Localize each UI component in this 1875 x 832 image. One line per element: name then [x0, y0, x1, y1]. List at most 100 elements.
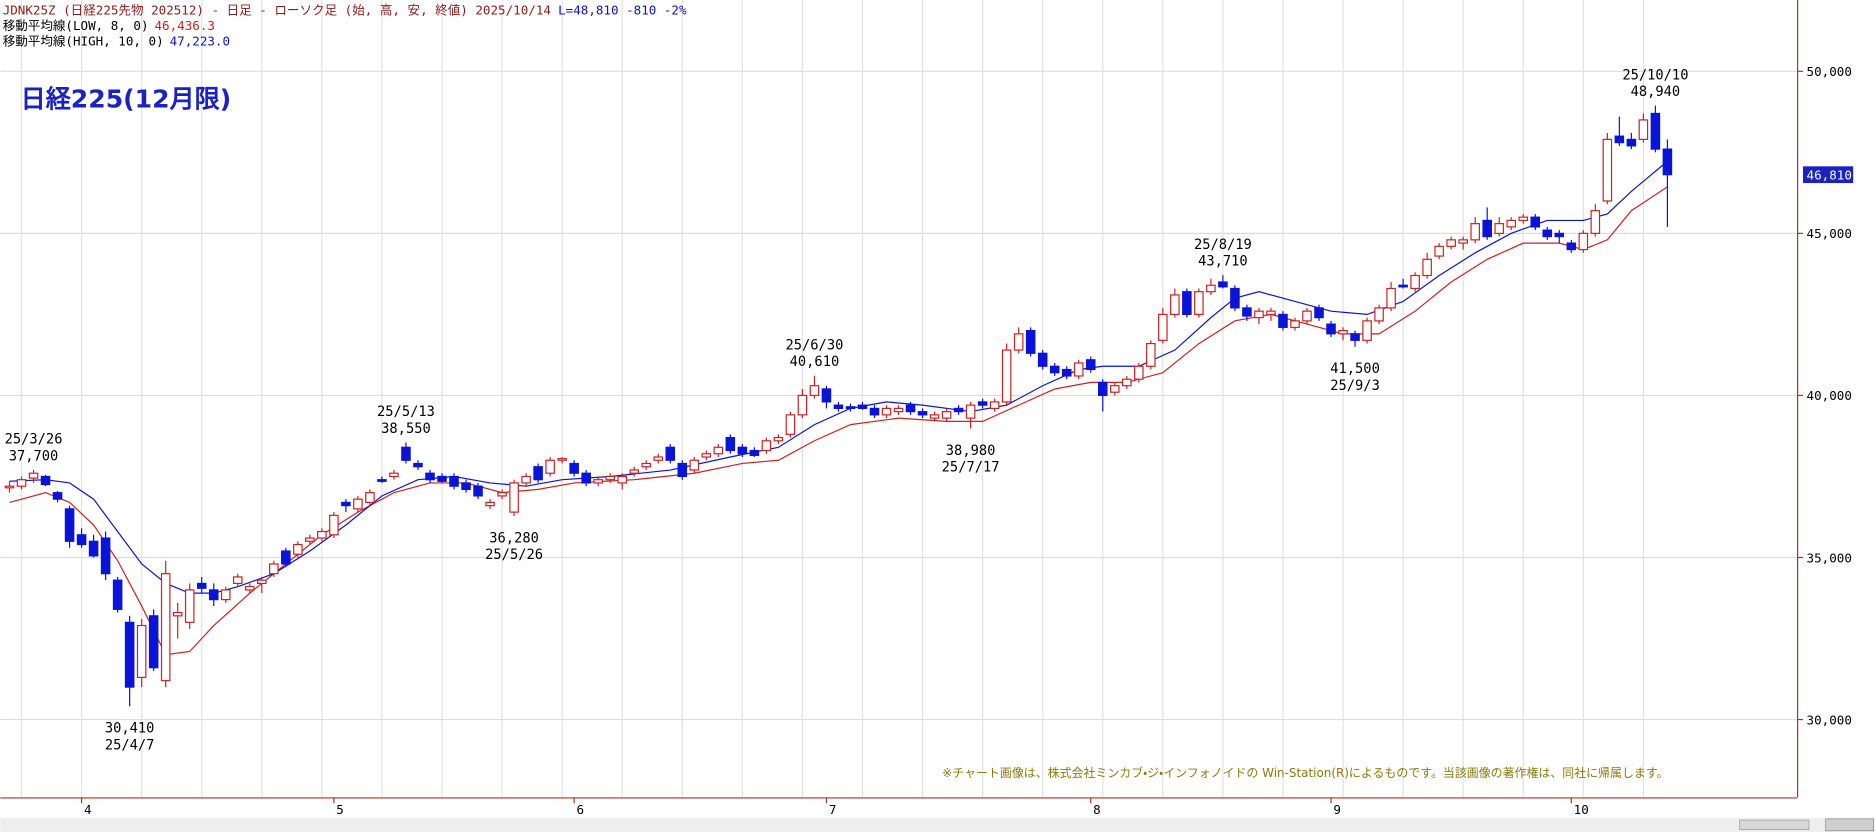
candle-body — [917, 411, 928, 416]
candle-body — [148, 615, 159, 669]
candle-body — [797, 394, 808, 416]
candle-body — [1422, 258, 1432, 277]
candle-body — [184, 589, 195, 623]
chart-title: 日経225(12月限) — [21, 85, 232, 114]
candle-body — [1638, 119, 1649, 140]
candle-body — [893, 407, 904, 413]
candle-body — [1374, 307, 1384, 322]
scroll-thumb[interactable] — [1739, 819, 1810, 830]
candle-body — [1494, 223, 1505, 234]
candle-body — [1482, 219, 1492, 238]
candle-body — [64, 508, 75, 542]
candle-body — [845, 406, 856, 409]
candle-body — [773, 436, 784, 442]
candle-body — [617, 475, 627, 484]
candle-body — [1554, 232, 1565, 238]
candle-body — [1590, 210, 1601, 234]
candle-body — [1109, 385, 1120, 393]
annotation-date: 25/5/26 — [485, 547, 543, 563]
candle-body — [4, 485, 15, 489]
candle-body — [293, 543, 303, 555]
x-tick-label: 9 — [1333, 802, 1341, 817]
annotation-date: 25/7/17 — [942, 460, 1000, 476]
annotation-date: 25/4/7 — [105, 737, 155, 753]
candle-body — [1434, 245, 1444, 257]
candle-body — [1458, 239, 1468, 244]
candle-body — [509, 482, 519, 513]
candle-body — [317, 530, 327, 539]
candle-body — [1013, 333, 1024, 351]
candle-body — [1242, 307, 1252, 317]
candle-body — [857, 404, 868, 409]
candle-body — [124, 621, 135, 688]
x-tick-label: 4 — [84, 802, 92, 817]
ma-line — [9, 186, 1668, 656]
candle-body — [401, 446, 411, 461]
candle-body — [533, 466, 543, 481]
candle-body — [1073, 362, 1084, 377]
candle-body — [40, 475, 51, 486]
candle-body — [1170, 294, 1180, 315]
candle-body — [269, 563, 279, 575]
candle-body — [881, 407, 892, 416]
candle-body — [593, 479, 603, 484]
candle-body — [1446, 239, 1456, 247]
candle-body — [245, 586, 255, 591]
candle-body — [341, 501, 351, 507]
candle-body — [737, 446, 748, 455]
candle-body — [821, 388, 832, 403]
candle-body — [473, 485, 483, 497]
candle-body — [461, 482, 471, 491]
y-tick-label: 35,000 — [1807, 550, 1852, 565]
candle-body — [677, 462, 688, 478]
annotation-value: 38,980 — [946, 443, 996, 459]
candle-body — [1158, 313, 1168, 341]
candle-body — [1410, 274, 1420, 290]
candle-body — [977, 401, 988, 406]
candle-body — [905, 404, 916, 413]
candle-body — [521, 475, 531, 484]
candle-body — [1530, 216, 1541, 228]
candle-body — [1097, 381, 1108, 397]
annotation-value: 38,550 — [381, 421, 431, 437]
candle-body — [1314, 307, 1324, 319]
last-price-tag — [1802, 166, 1854, 184]
candle-body — [257, 579, 267, 585]
annotation-value: 40,610 — [790, 354, 840, 370]
candle-body — [28, 472, 39, 479]
candle-body — [377, 479, 387, 482]
candle-body — [1290, 320, 1300, 328]
candle-body — [1278, 313, 1288, 328]
scroll-buttons[interactable] — [1825, 818, 1874, 832]
candle-body — [1049, 365, 1060, 374]
candle-body — [76, 534, 87, 546]
candle-body — [1326, 323, 1336, 335]
annotation-date: 25/9/3 — [1330, 378, 1380, 394]
legend-value: 46,436.3 — [155, 18, 215, 33]
legend-value: 47,223.0 — [170, 33, 230, 48]
y-tick-label: 30,000 — [1807, 712, 1852, 727]
candle-body — [1626, 138, 1637, 147]
x-tick-label: 8 — [1093, 802, 1101, 817]
candle-body — [545, 459, 555, 474]
candle-body — [1338, 330, 1348, 335]
candle-body — [605, 475, 615, 481]
candle-body — [1614, 135, 1625, 144]
candle-body — [629, 469, 640, 474]
annotation-value: 30,410 — [105, 721, 155, 737]
candle-body — [1230, 287, 1240, 309]
candle-body — [1602, 138, 1613, 202]
candle-body — [425, 472, 435, 481]
candle-body — [449, 475, 459, 487]
candle-body — [437, 475, 447, 482]
y-tick-label: 50,000 — [1807, 64, 1852, 79]
quote: L=48,810 -810 -2% — [558, 2, 687, 17]
candle-body — [1542, 229, 1553, 238]
candle-body — [1398, 284, 1408, 288]
candle-body — [689, 459, 700, 471]
candle-body — [305, 537, 315, 542]
candle-body — [1061, 368, 1072, 377]
scroll-track — [0, 817, 1875, 832]
candle-body — [1254, 310, 1264, 319]
